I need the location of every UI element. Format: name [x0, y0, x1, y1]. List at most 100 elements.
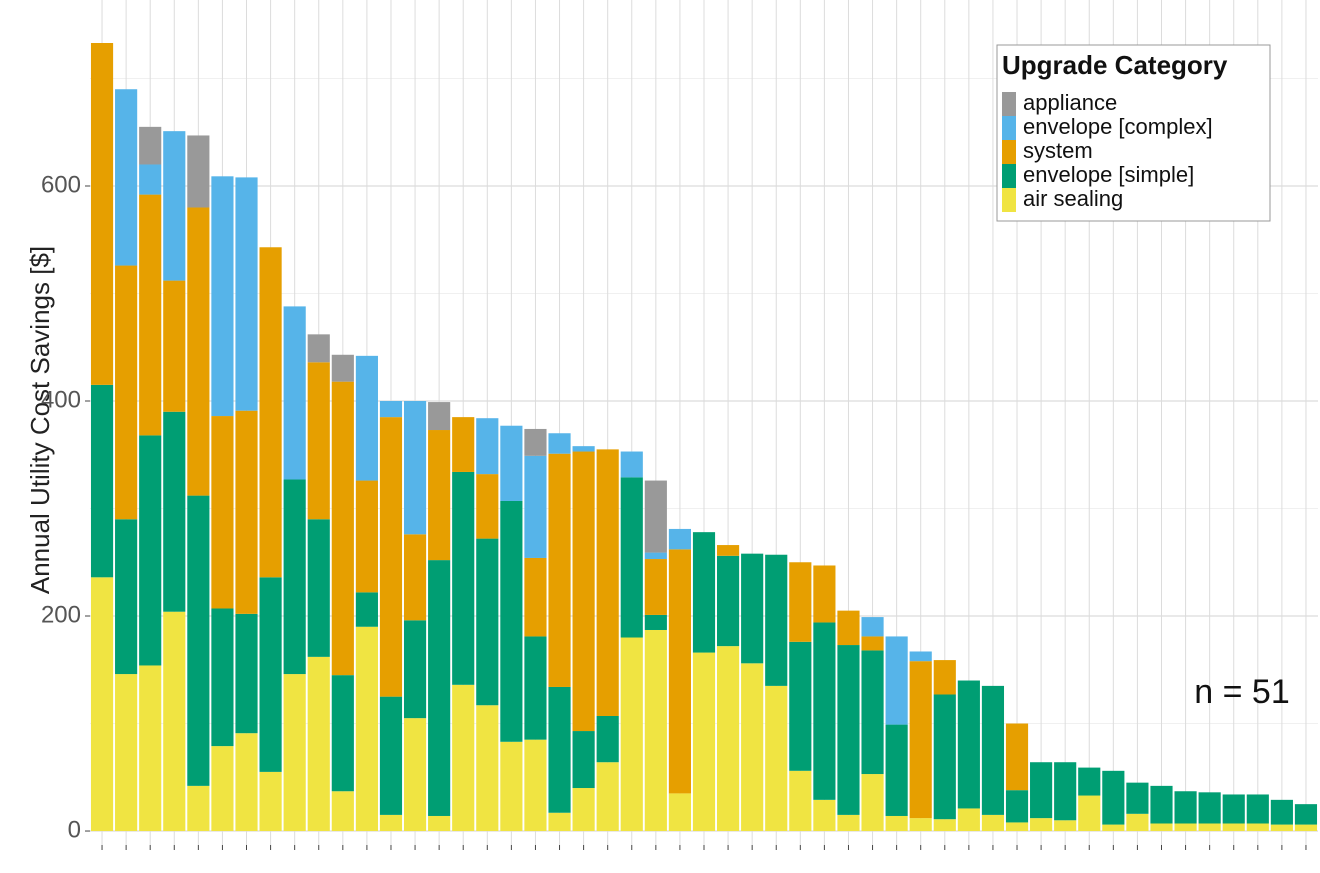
bar-segment: [1222, 794, 1245, 824]
bar-segment: [765, 685, 788, 832]
bar-segment: [403, 718, 427, 832]
bar-segment: [692, 532, 716, 653]
bar-segment: [813, 799, 836, 832]
bar-segment: [524, 739, 547, 832]
bar-segment: [211, 608, 234, 747]
bar-segment: [1005, 822, 1029, 832]
bar-segment: [283, 306, 306, 480]
bar-segment: [403, 534, 427, 621]
bar-segment: [717, 555, 740, 647]
bar-segment: [1198, 823, 1221, 832]
bar-segment: [572, 731, 595, 789]
bar-segment: [909, 661, 932, 819]
bar-segment: [548, 812, 571, 832]
bar-segment: [668, 528, 691, 550]
bar-segment: [524, 428, 547, 456]
bar-segment: [283, 674, 306, 832]
bar-segment: [403, 620, 427, 719]
bar-segment: [139, 194, 162, 436]
bar-segment: [981, 814, 1005, 832]
bar-segment: [452, 684, 475, 832]
bar-segment: [307, 656, 330, 832]
bar-segment: [885, 815, 908, 832]
bar-segment: [1102, 824, 1125, 832]
bar-segment: [861, 774, 884, 832]
bar-segment: [476, 418, 499, 475]
bar-segment: [1030, 818, 1053, 832]
bar-segment: [644, 614, 667, 630]
bar-segment: [90, 43, 114, 385]
bar-segment: [500, 741, 523, 832]
bar-segment: [379, 400, 403, 418]
bar-segment: [1102, 770, 1125, 825]
bar-segment: [644, 552, 667, 560]
bar-segment: [620, 451, 643, 478]
bar-segment: [355, 480, 378, 593]
y-tick-label: 400: [41, 386, 81, 413]
bar-segment: [187, 135, 210, 208]
legend-swatch: [1002, 188, 1016, 212]
bar-segment: [355, 592, 378, 627]
bar-segment: [187, 207, 210, 496]
legend-title: Upgrade Category: [1002, 50, 1228, 80]
bar-segment: [620, 477, 643, 638]
bar-segment: [1174, 823, 1197, 832]
bar-segment: [741, 553, 764, 664]
legend-label: air sealing: [1023, 186, 1123, 211]
bar-segment: [933, 819, 956, 832]
bar-segment: [837, 610, 860, 646]
bar-segment: [957, 680, 980, 809]
bar-segment: [644, 559, 667, 615]
bar-segment: [861, 617, 884, 637]
bar-segment: [644, 629, 667, 832]
bar-segment: [717, 545, 740, 556]
bar-segment: [524, 557, 547, 637]
bar-segment: [235, 613, 258, 734]
bar-segment: [717, 646, 740, 832]
bar-segment: [283, 479, 306, 675]
bar-segment: [331, 675, 354, 792]
bar-segment: [1294, 804, 1318, 825]
bar-segment: [331, 354, 354, 382]
bar-segment: [115, 89, 138, 266]
bar-segment: [981, 685, 1005, 815]
bar-segment: [235, 177, 258, 411]
bar-segment: [1005, 723, 1029, 791]
bar-segment: [524, 455, 547, 558]
legend-swatch: [1002, 92, 1016, 116]
bar-segment: [307, 362, 330, 520]
bar-segment: [355, 355, 378, 481]
bar-segment: [885, 636, 908, 725]
legend-label: envelope [simple]: [1023, 162, 1194, 187]
bar-segment: [235, 733, 258, 832]
bar-segment: [1054, 762, 1077, 821]
bar-segment: [1054, 820, 1077, 832]
legend-label: system: [1023, 138, 1093, 163]
bar-segment: [789, 641, 812, 771]
bar-segment: [115, 265, 138, 520]
bar-segment: [115, 519, 138, 675]
bar-segment: [1150, 823, 1173, 832]
bar-segment: [885, 724, 908, 816]
bar-segment: [500, 500, 523, 742]
bar-segment: [813, 565, 836, 623]
bar-segment: [861, 636, 884, 651]
bar-segment: [331, 381, 354, 676]
bar-segment: [548, 453, 571, 687]
bar-segment: [259, 771, 282, 832]
bar-segment: [1174, 791, 1197, 824]
bar-segment: [307, 334, 330, 363]
bar-segment: [163, 611, 186, 832]
bar-segment: [139, 435, 162, 666]
bar-segment: [524, 636, 547, 740]
bar-segment: [909, 818, 932, 832]
bar-segment: [861, 650, 884, 775]
legend-swatch: [1002, 140, 1016, 164]
bar-segment: [1270, 824, 1293, 832]
bar-segment: [331, 791, 354, 832]
bar-segment: [307, 519, 330, 657]
bar-segment: [211, 416, 234, 609]
bar-segment: [1246, 823, 1269, 832]
bar-segment: [668, 793, 691, 832]
